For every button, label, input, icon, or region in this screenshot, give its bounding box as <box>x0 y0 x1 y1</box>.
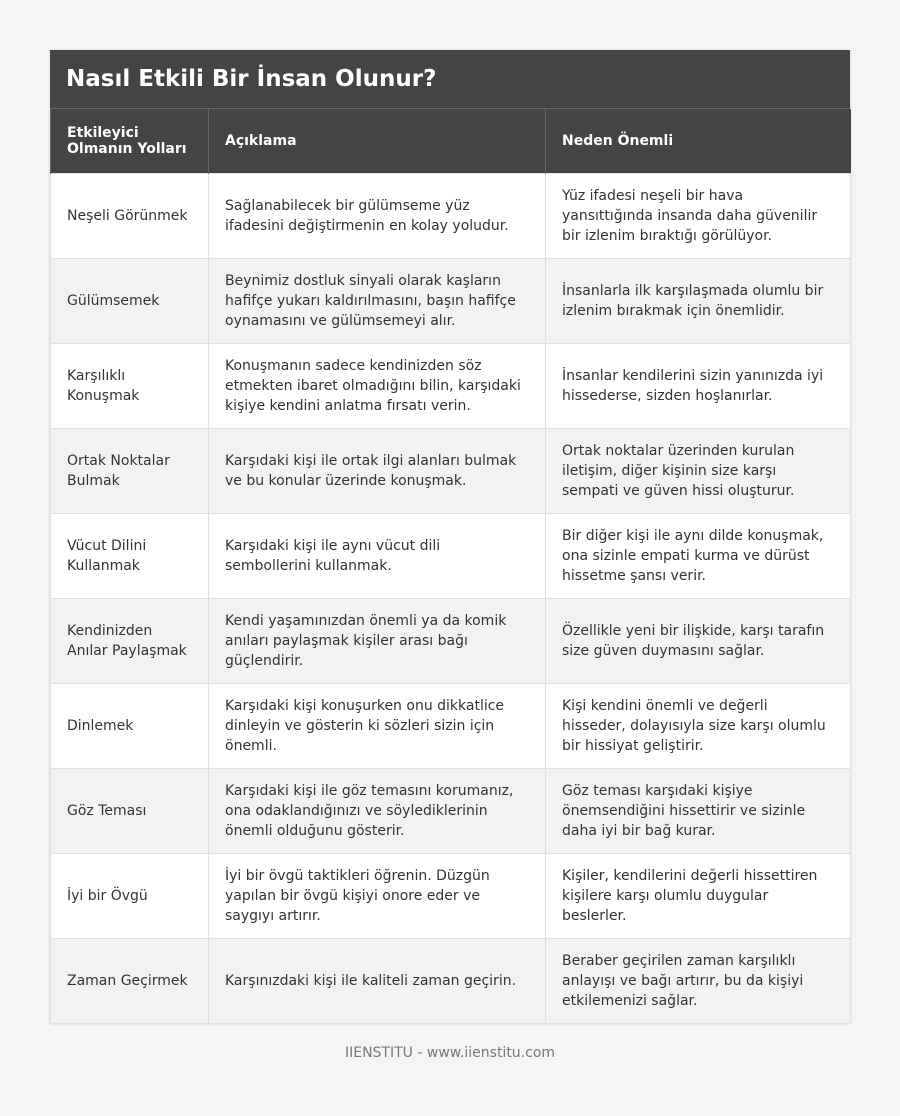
cell: Neşeli Görünmek <box>50 173 209 259</box>
row: İyi bir Övgü İyi bir övgü taktikleri öğre… <box>50 853 851 939</box>
cell: İnsanlarla ilk karşılaşmada olumlu bir i… <box>545 258 851 344</box>
cell: Ortak noktalar üzerinden kurulan iletişi… <box>545 428 851 514</box>
cell: Zaman Geçirmek <box>50 938 209 1024</box>
cell: Karşınızdaki kişi ile kaliteli zaman geç… <box>208 938 546 1024</box>
row: Zaman Geçirmek Karşınızdaki kişi ile kali… <box>50 938 851 1024</box>
title: Nasıl Etkili Bir İnsan Olunur? <box>50 50 850 109</box>
cell: Bir diğer kişi ile aynı dilde konuşmak, … <box>545 513 851 599</box>
cell: Göz Teması <box>50 768 209 854</box>
row: Kendinizden Anılar Paylaşmak Kendi yaşamı… <box>50 598 851 684</box>
cell: Vücut Dilini Kullanmak <box>50 513 209 599</box>
row: Gülümsemek Beynimiz dostluk sinyali olara… <box>50 258 851 344</box>
cell: Kendi yaşamınızdan önemli ya da komik an… <box>208 598 546 684</box>
row: Dinlemek Karşıdaki kişi konuşurken onu di… <box>50 683 851 769</box>
cell: Göz teması karşıdaki kişiye önemsendiğin… <box>545 768 851 854</box>
cell: Ortak Noktalar Bulmak <box>50 428 209 514</box>
cell: Karşıdaki kişi ile ortak ilgi alanları b… <box>208 428 546 514</box>
cell: İyi bir Övgü <box>50 853 209 939</box>
footer: IIENSTITU - www.iienstitu.com <box>344 1045 556 1061</box>
header-row: Etkileyici Olmanın Yolları Açıklama Neden … <box>50 109 851 174</box>
cell: Yüz ifadesi neşeli bir hava yansıttığınd… <box>545 173 851 259</box>
cell: Karşılıklı Konuşmak <box>50 343 209 429</box>
table-body: Neşeli Görünmek Sağlanabilecek bir gülüms… <box>50 173 851 1024</box>
cell: Karşıdaki kişi ile göz temasını korumanı… <box>208 768 546 854</box>
cell: Sağlanabilecek bir gülümseme yüz ifadesi… <box>208 173 546 259</box>
cell: Kendinizden Anılar Paylaşmak <box>50 598 209 684</box>
header-cell: Açıklama <box>208 109 546 174</box>
card: Nasıl Etkili Bir İnsan Olunur? Etkileyic… <box>50 50 851 1024</box>
table: Etkileyici Olmanın Yolları Açıklama Neden … <box>50 109 851 1024</box>
cell: Konuşmanın sadece kendinizden söz etmekt… <box>208 343 546 429</box>
cell: İyi bir övgü taktikleri öğrenin. Düzgün … <box>208 853 546 939</box>
row: Vücut Dilini Kullanmak Karşıdaki kişi ile… <box>50 513 851 599</box>
cell: İnsanlar kendilerini sizin yanınızda iyi… <box>545 343 851 429</box>
row: Göz Teması Karşıdaki kişi ile göz temasın… <box>50 768 851 854</box>
cell: Gülümsemek <box>50 258 209 344</box>
header-cell: Neden Önemli <box>545 109 851 174</box>
cell: Beraber geçirilen zaman karşılıklı anlay… <box>545 938 851 1024</box>
row: Karşılıklı Konuşmak Konuşmanın sadece ken… <box>50 343 851 429</box>
row: Neşeli Görünmek Sağlanabilecek bir gülüms… <box>50 173 851 259</box>
cell: Kişiler, kendilerini değerli hissettiren… <box>545 853 851 939</box>
cell: Karşıdaki kişi konuşurken onu dikkatlice… <box>208 683 546 769</box>
cell: Özellikle yeni bir ilişkide, karşı taraf… <box>545 598 851 684</box>
row: Ortak Noktalar Bulmak Karşıdaki kişi ile … <box>50 428 851 514</box>
cell: Kişi kendini önemli ve değerli hisseder,… <box>545 683 851 769</box>
cell: Beynimiz dostluk sinyali olarak kaşların… <box>208 258 546 344</box>
header-cell: Etkileyici Olmanın Yolları <box>50 109 209 174</box>
cell: Dinlemek <box>50 683 209 769</box>
cell: Karşıdaki kişi ile aynı vücut dili sembo… <box>208 513 546 599</box>
